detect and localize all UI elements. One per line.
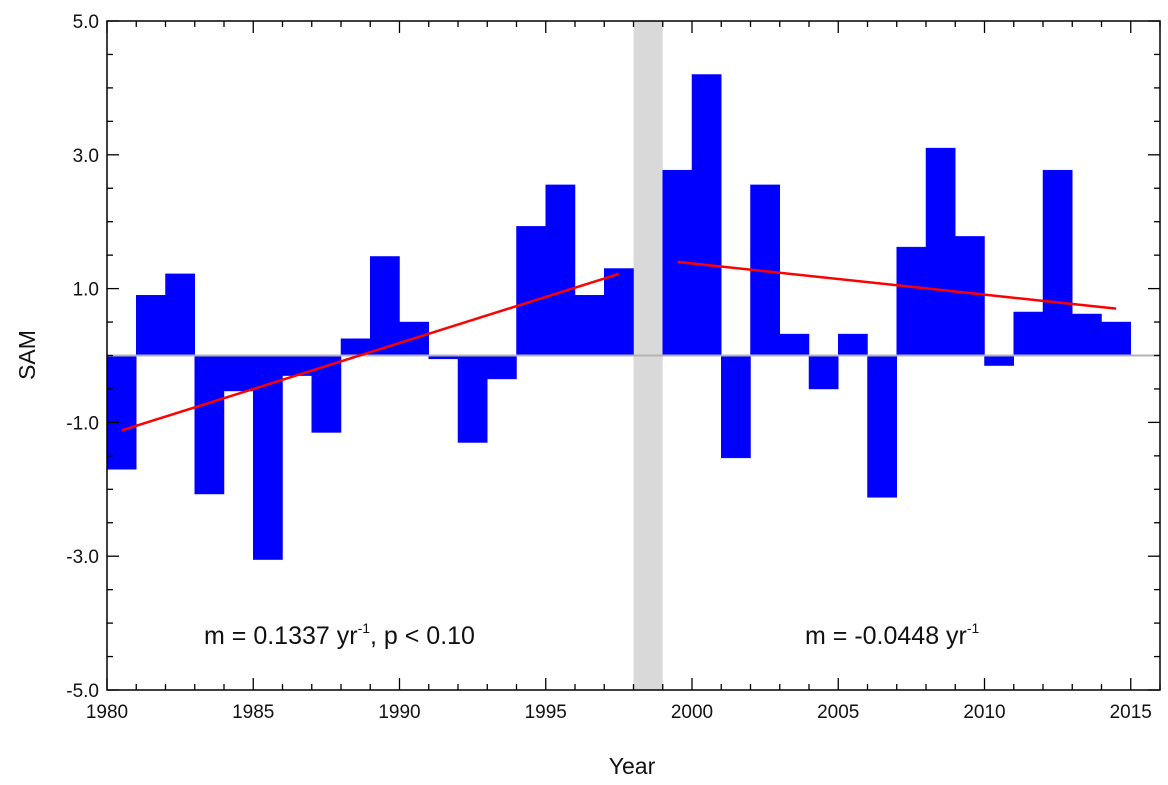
bar-1983: [194, 355, 225, 495]
bar-2010: [984, 355, 1014, 366]
bar-1984: [223, 355, 254, 392]
bar-1994: [516, 226, 546, 356]
x-tick-label: 1980: [86, 702, 128, 723]
bar-2006: [867, 355, 897, 498]
x-tick-label: 2015: [1110, 702, 1152, 723]
trend-lines: [121, 260, 1117, 432]
y-axis-ticks: -5.0 -3.0 -1.0 1.0 3.0 5.0: [66, 12, 1160, 702]
bar-2007: [896, 246, 927, 356]
bar-1995: [545, 184, 576, 356]
bar-2009: [955, 236, 985, 356]
x-tick-label: 1995: [525, 702, 567, 723]
trend-line-right: [677, 260, 1117, 310]
bar-2003: [779, 333, 810, 356]
bar-2008: [925, 147, 956, 356]
y-tick-label: -3.0: [66, 547, 99, 568]
slope-right-main: m = -0.0448 yr: [805, 622, 967, 650]
bar-series: [106, 74, 1131, 560]
bar-2004: [808, 355, 839, 390]
y-tick-label: -5.0: [66, 681, 99, 702]
bar-1982: [165, 273, 195, 356]
x-tick-label: 1985: [232, 702, 274, 723]
x-tick-label: 2005: [817, 702, 859, 723]
y-tick-label: 5.0: [73, 12, 99, 33]
bar-2001: [721, 355, 751, 459]
y-tick-label: 1.0: [73, 280, 99, 301]
bar-1992: [457, 355, 488, 443]
x-axis-ticks: 1980 1985 1990 1995 2000 2005 2010 2015: [86, 21, 1161, 723]
bar-2014: [1101, 321, 1131, 356]
bar-1993: [487, 355, 517, 380]
slope-left-pvalue: , p < 0.10: [370, 622, 475, 650]
bar-2013: [1072, 313, 1102, 356]
bar-2005: [838, 333, 868, 356]
x-tick-label: 1990: [378, 702, 420, 723]
bar-1985: [253, 355, 283, 560]
bar-1996: [574, 295, 605, 356]
slope-annotation-left: m = 0.1337 yr-1, p < 0.10: [204, 620, 475, 650]
x-tick-label: 2010: [963, 702, 1005, 723]
slope-right-unit-exponent: -1: [967, 620, 980, 636]
bar-2000: [691, 74, 722, 356]
bar-1980: [106, 355, 137, 470]
x-tick-label: 2000: [671, 702, 713, 723]
bar-1989: [370, 256, 400, 356]
trend-line-left: [121, 272, 620, 432]
bar-2011: [1013, 311, 1044, 356]
slope-left-main: m = 0.1337 yr: [204, 622, 358, 650]
slope-annotation-right: m = -0.0448 yr-1: [805, 620, 980, 650]
x-axis-title: Year: [609, 753, 656, 779]
slope-left-unit-exponent: -1: [358, 620, 371, 636]
bar-1981: [136, 295, 166, 356]
bar-2012: [1042, 169, 1073, 356]
y-tick-label: 3.0: [73, 146, 99, 167]
y-axis-title: SAM: [14, 330, 40, 380]
bar-1997: [604, 268, 634, 356]
y-tick-label: -1.0: [66, 413, 99, 434]
